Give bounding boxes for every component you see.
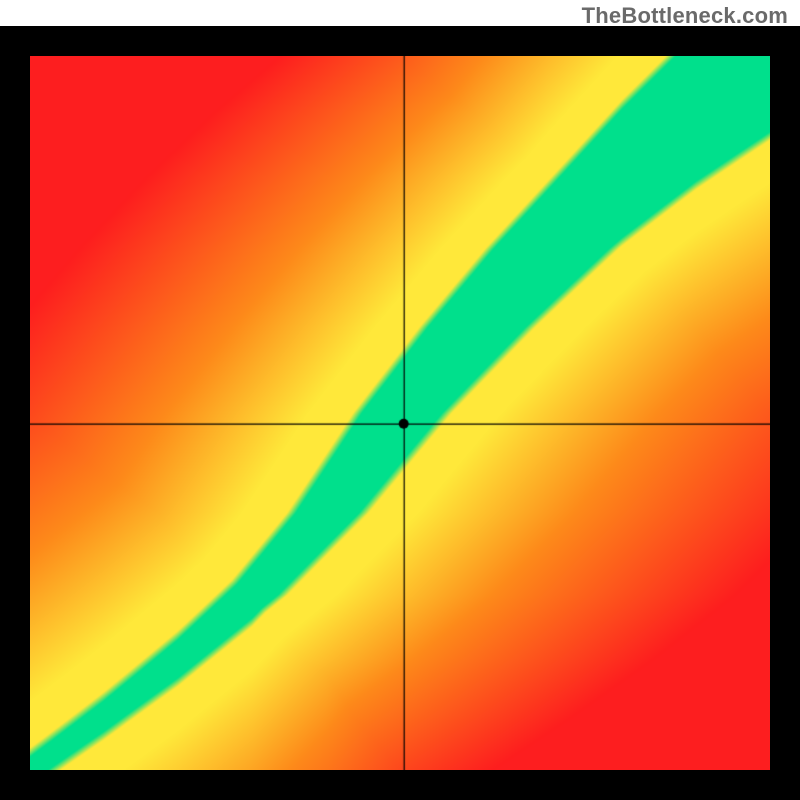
plot-frame	[0, 26, 800, 800]
crosshair-overlay	[30, 56, 770, 770]
watermark-text: TheBottleneck.com	[582, 3, 788, 29]
heatmap-region	[30, 56, 770, 770]
root-container: TheBottleneck.com	[0, 0, 800, 800]
